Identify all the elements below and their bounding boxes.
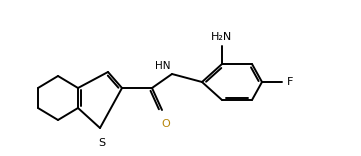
Text: H₂N: H₂N: [212, 32, 232, 42]
Text: S: S: [99, 138, 105, 148]
Text: F: F: [287, 77, 293, 87]
Text: HN: HN: [155, 61, 170, 71]
Text: O: O: [162, 119, 170, 129]
